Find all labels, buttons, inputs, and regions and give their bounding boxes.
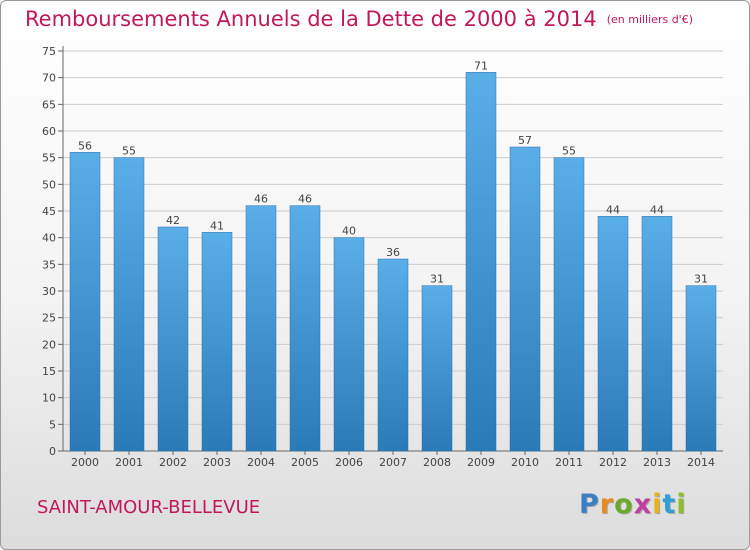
bar-2001: [114, 158, 144, 451]
bar-2012: [598, 216, 628, 451]
bar-2010: [510, 147, 540, 451]
y-tick-label: 50: [42, 178, 56, 191]
x-tick-label-2010: 2010: [511, 456, 539, 469]
bar-2002: [158, 227, 188, 451]
y-tick-label: 10: [42, 392, 56, 405]
bar-2000: [70, 152, 100, 451]
x-tick-label-2014: 2014: [687, 456, 715, 469]
y-tick-label: 5: [49, 418, 56, 431]
x-tick-label-2006: 2006: [335, 456, 363, 469]
x-tick-label-2011: 2011: [555, 456, 583, 469]
x-tick-label-2000: 2000: [71, 456, 99, 469]
y-tick-label: 55: [42, 152, 56, 165]
bar-chart: 0 5 10 15 20 25 30 35 40 45 50 55 60 65 70 75 2000 56 200…: [1, 1, 750, 550]
bar-2005: [290, 206, 320, 451]
chart-frame: Remboursements Annuels de la Dette de 20…: [0, 0, 750, 550]
bars: [70, 72, 716, 451]
x-tick-label-2005: 2005: [291, 456, 319, 469]
value-label-2013: 44: [650, 203, 664, 216]
y-tick-label: 60: [42, 125, 56, 138]
bar-2003: [202, 232, 232, 451]
value-label-2008: 31: [430, 273, 444, 286]
y-tick-label: 0: [49, 445, 56, 458]
y-tick-label: 40: [42, 232, 56, 245]
y-tick-label: 35: [42, 258, 56, 271]
value-label-2011: 55: [562, 145, 576, 158]
logo-letter: x: [634, 489, 652, 520]
x-tick-label-2009: 2009: [467, 456, 495, 469]
bar-2013: [642, 216, 672, 451]
value-label-2005: 46: [298, 193, 312, 206]
logo-letter: P: [579, 489, 600, 520]
bar-2009: [466, 72, 496, 451]
logo-letter: t: [662, 489, 676, 520]
bar-2011: [554, 158, 584, 451]
value-label-2001: 55: [122, 145, 136, 158]
x-tick-label-2012: 2012: [599, 456, 627, 469]
value-label-2004: 46: [254, 193, 268, 206]
x-tick-label-2004: 2004: [247, 456, 275, 469]
x-tick-label-2003: 2003: [203, 456, 231, 469]
logo-letter: o: [614, 489, 634, 520]
y-tick-label: 20: [42, 338, 56, 351]
value-label-2014: 31: [694, 273, 708, 286]
x-tick-label-2001: 2001: [115, 456, 143, 469]
y-tick-label: 75: [42, 45, 56, 58]
bar-2008: [422, 286, 452, 451]
value-label-2003: 41: [210, 219, 224, 232]
logo-letter: i: [676, 489, 686, 520]
x-tick-label-2008: 2008: [423, 456, 451, 469]
y-tick-label: 70: [42, 72, 56, 85]
bar-2004: [246, 206, 276, 451]
logo-letter: r: [600, 489, 614, 520]
city-name: SAINT-AMOUR-BELLEVUE: [37, 497, 260, 518]
proxiti-logo: Proxiti: [579, 489, 687, 520]
value-label-2012: 44: [606, 203, 620, 216]
y-tick-label: 30: [42, 285, 56, 298]
value-label-2002: 42: [166, 214, 180, 227]
logo-letter: i: [652, 489, 662, 520]
x-tick-label-2007: 2007: [379, 456, 407, 469]
bar-2014: [686, 286, 716, 451]
x-tick-label-2013: 2013: [643, 456, 671, 469]
y-tick-label: 45: [42, 205, 56, 218]
value-label-2000: 56: [78, 139, 92, 152]
bar-2006: [334, 238, 364, 451]
x-tick-label-2002: 2002: [159, 456, 187, 469]
y-tick-label: 65: [42, 98, 56, 111]
value-label-2010: 57: [518, 134, 532, 147]
y-tick-label: 25: [42, 312, 56, 325]
bar-2007: [378, 259, 408, 451]
value-label-2009: 71: [474, 59, 488, 72]
value-label-2007: 36: [386, 246, 400, 259]
value-label-2006: 40: [342, 225, 356, 238]
y-tick-label: 15: [42, 365, 56, 378]
